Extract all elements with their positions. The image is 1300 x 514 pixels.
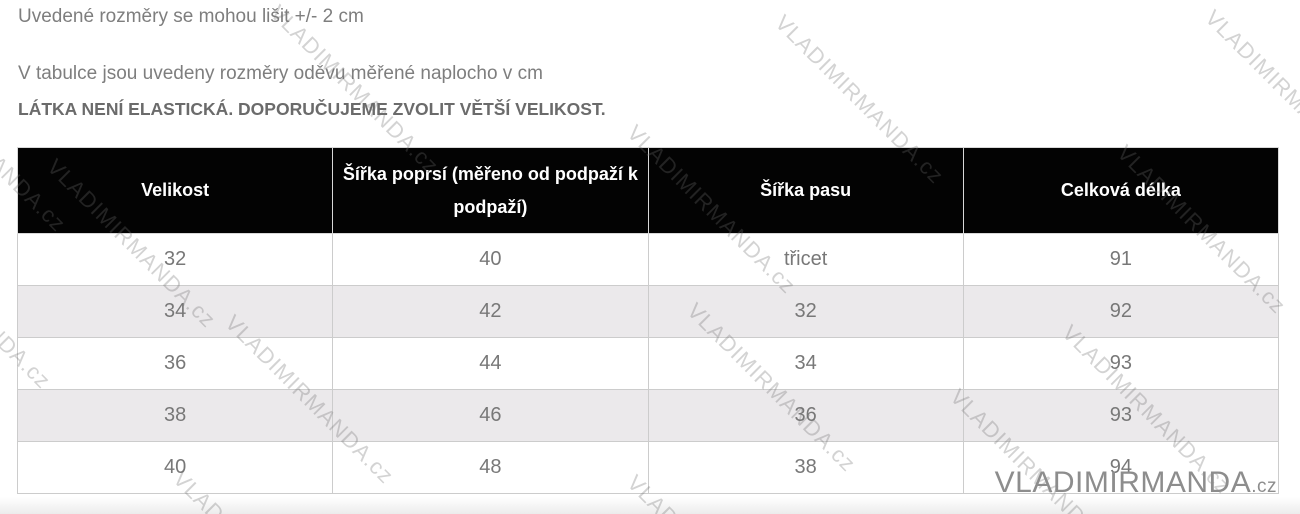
size-table: Velikost Šířka poprsí (měřeno od podpaží …	[16, 147, 1280, 494]
brand-logo-name: VLADIMIRMANDA	[994, 466, 1252, 499]
note-tolerance: Uvedené rozměry se mohou lišit +/- 2 cm	[18, 6, 364, 27]
size-cell: 32	[647, 285, 964, 338]
table-row: 32 40 třicet 91	[16, 233, 1280, 286]
size-cell: 46	[332, 389, 649, 442]
note-measurement-method: V tabulce jsou uvedeny rozměry oděvu měř…	[18, 63, 543, 84]
size-cell: 40	[332, 233, 649, 286]
size-cell: 48	[332, 441, 649, 494]
size-cell: 91	[962, 233, 1280, 286]
size-cell: 34	[647, 337, 964, 390]
size-cell: 94	[962, 441, 1280, 494]
size-cell: 93	[962, 389, 1280, 442]
size-table-header-row: Velikost Šířka poprsí (měřeno od podpaží …	[16, 147, 1280, 234]
brand-logo-tld: .cz	[1251, 476, 1277, 497]
size-cell: 36	[647, 389, 964, 442]
brand-logo: VLADIMIRMANDA.cz	[995, 466, 1277, 500]
size-cell: 42	[332, 285, 649, 338]
note-fabric-warning: LÁTKA NENÍ ELASTICKÁ. DOPORUČUJEME ZVOLI…	[18, 99, 606, 119]
column-header: Celková délka	[962, 147, 1280, 234]
size-cell: 38	[647, 441, 964, 494]
table-row: 40 48 38 94	[16, 441, 1280, 494]
size-cell: 93	[962, 337, 1280, 390]
size-cell: třicet	[647, 233, 964, 286]
size-cell: 92	[962, 285, 1280, 338]
size-cell: 32	[16, 233, 334, 286]
size-cell: 38	[16, 389, 334, 442]
table-row: 34 42 32 92	[16, 285, 1280, 338]
size-cell: 34	[16, 285, 334, 338]
size-cell: 40	[16, 441, 334, 494]
column-header: Šířka poprsí (měřeno od podpaží k podpaž…	[332, 147, 649, 234]
table-row: 38 46 36 93	[16, 389, 1280, 442]
size-table-body: 32 40 třicet 91 34 42 32 92 36 44 34 93 38 46 36 93 40 48…	[16, 233, 1280, 494]
table-row: 36 44 34 93	[16, 337, 1280, 390]
size-cell: 44	[332, 337, 649, 390]
column-header: Velikost	[16, 147, 334, 234]
column-header: Šířka pasu	[647, 147, 964, 234]
size-table-head: Velikost Šířka poprsí (měřeno od podpaží …	[16, 147, 1280, 234]
size-cell: 36	[16, 337, 334, 390]
